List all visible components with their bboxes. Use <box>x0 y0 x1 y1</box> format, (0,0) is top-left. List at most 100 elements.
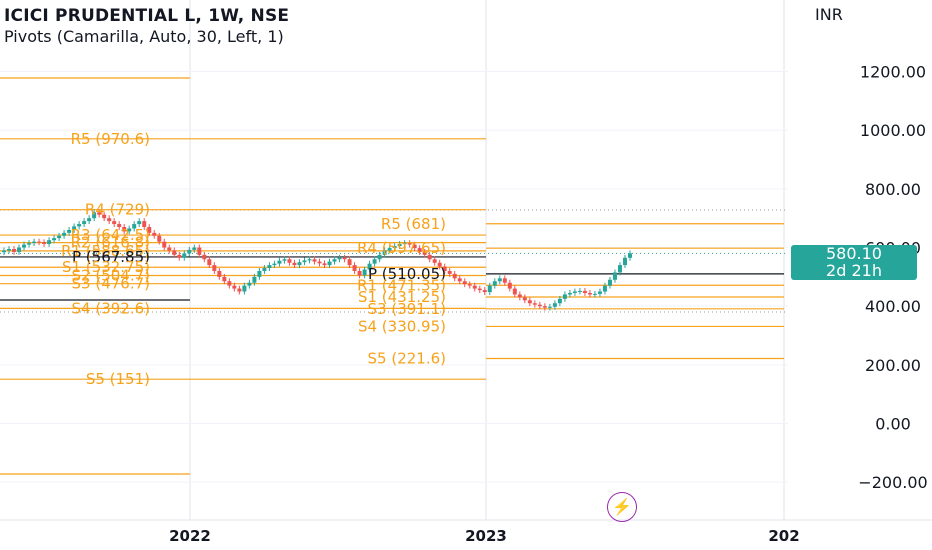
bar-countdown-badge: 2d 21h <box>791 262 917 280</box>
price-tick-label: 0.00 <box>875 415 911 434</box>
candle-body <box>377 254 382 260</box>
candle-body <box>47 240 52 245</box>
candle-body <box>177 254 182 258</box>
candle-body <box>292 262 297 266</box>
candle-body <box>567 292 572 295</box>
candle-body <box>327 261 332 266</box>
candle-body <box>547 306 552 308</box>
candle-body <box>582 290 587 293</box>
candle-body <box>157 235 162 242</box>
symbol-title[interactable]: ICICI PRUDENTIAL L, 1W, NSE <box>4 6 290 26</box>
candle-body <box>587 292 592 295</box>
candle-body <box>427 254 432 260</box>
candle-body <box>372 259 377 264</box>
candle-body <box>477 288 482 291</box>
candle-body <box>72 226 77 230</box>
pivot-label: R1 (588.65) <box>61 242 150 260</box>
candle-body <box>312 259 317 262</box>
candle-body <box>77 224 82 227</box>
candle-body <box>337 257 342 260</box>
candle-body <box>262 268 267 271</box>
candle-body <box>57 235 62 239</box>
pivot-label: S4 (392.6) <box>72 299 150 317</box>
candle-body <box>407 243 412 245</box>
candle-body <box>367 263 372 270</box>
pivot-label: P (567.85) <box>72 248 150 266</box>
candle-body <box>222 276 227 282</box>
candle-body <box>132 224 137 229</box>
lightning-bolt-icon[interactable]: ⚡ <box>607 492 637 522</box>
price-tick-label: 800.00 <box>865 180 921 199</box>
candle-body <box>287 259 292 263</box>
price-tick-label: 400.00 <box>865 297 921 316</box>
candle-body <box>192 247 197 250</box>
candle-body <box>517 294 522 298</box>
candle-body <box>107 218 112 222</box>
candle-body <box>522 297 527 301</box>
time-tick-label: 2022 <box>169 527 211 545</box>
candle-body <box>122 226 127 232</box>
candle-body <box>112 221 117 225</box>
candle-body <box>502 278 507 283</box>
candle-body <box>272 263 277 266</box>
candle-body <box>137 221 142 225</box>
candle-body <box>242 285 247 292</box>
pivot-label: S1 (431.25) <box>358 288 446 306</box>
candle-body <box>97 212 102 215</box>
candle-body <box>487 285 492 293</box>
candle-body <box>187 249 192 254</box>
candle-body <box>437 262 442 267</box>
candle-body <box>472 285 477 289</box>
candle-body <box>172 250 177 255</box>
candle-body <box>362 269 367 276</box>
candle-body <box>532 303 537 305</box>
pivot-label: S1 (532.75) <box>62 258 150 276</box>
candle-body <box>602 285 607 292</box>
pivot-label: S5 (151) <box>86 370 150 388</box>
pivot-label: S3 (476.7) <box>72 275 150 293</box>
candle-body <box>322 263 327 266</box>
candle-body <box>247 282 252 286</box>
price-tick-label: −200.00 <box>858 473 927 492</box>
candle-body <box>147 226 152 233</box>
candle-body <box>232 285 237 289</box>
candle-body <box>277 260 282 264</box>
candle-body <box>442 266 447 271</box>
candle-body <box>32 241 37 244</box>
pivot-label: S5 (221.6) <box>368 350 446 368</box>
candle-body <box>577 290 582 292</box>
pivot-label: R4 (597.65) <box>357 239 446 257</box>
candle-body <box>332 259 337 262</box>
candle-body <box>27 243 32 245</box>
pivot-levels <box>0 77 784 475</box>
candle-body <box>127 228 132 232</box>
candle-body <box>387 248 392 251</box>
pivot-label: R2 (616.8) <box>71 234 150 252</box>
candle-body <box>197 247 202 255</box>
candle-body <box>622 257 627 266</box>
pivot-label: R4 (729) <box>85 201 150 219</box>
candle-body <box>22 244 27 248</box>
price-tick-label: 1000.00 <box>860 121 926 140</box>
pivot-label: S2 (504.7) <box>72 266 150 284</box>
candle-body <box>482 290 487 293</box>
grid-lines <box>0 0 788 520</box>
candle-body <box>497 278 502 282</box>
candle-body <box>447 270 452 274</box>
candle-body <box>102 214 107 219</box>
candle-body <box>87 218 92 222</box>
candle-body <box>537 304 542 307</box>
candle-body <box>152 232 157 236</box>
candle-body <box>352 265 357 271</box>
candle-body <box>412 244 417 249</box>
candle-body <box>67 229 72 233</box>
candle-body <box>202 254 207 260</box>
time-axis[interactable]: 2022 2023 202 <box>0 519 932 545</box>
indicator-legend[interactable]: Pivots (Camarilla, Auto, 30, Left, 1) <box>4 27 284 46</box>
pivot-label: P (510.05) <box>368 265 446 283</box>
candle-body <box>237 288 242 292</box>
price-tick-label: 200.00 <box>865 356 921 375</box>
pivot-label: R3 (642.5) <box>71 226 150 244</box>
candle-body <box>82 221 87 225</box>
candle-body <box>257 270 262 277</box>
